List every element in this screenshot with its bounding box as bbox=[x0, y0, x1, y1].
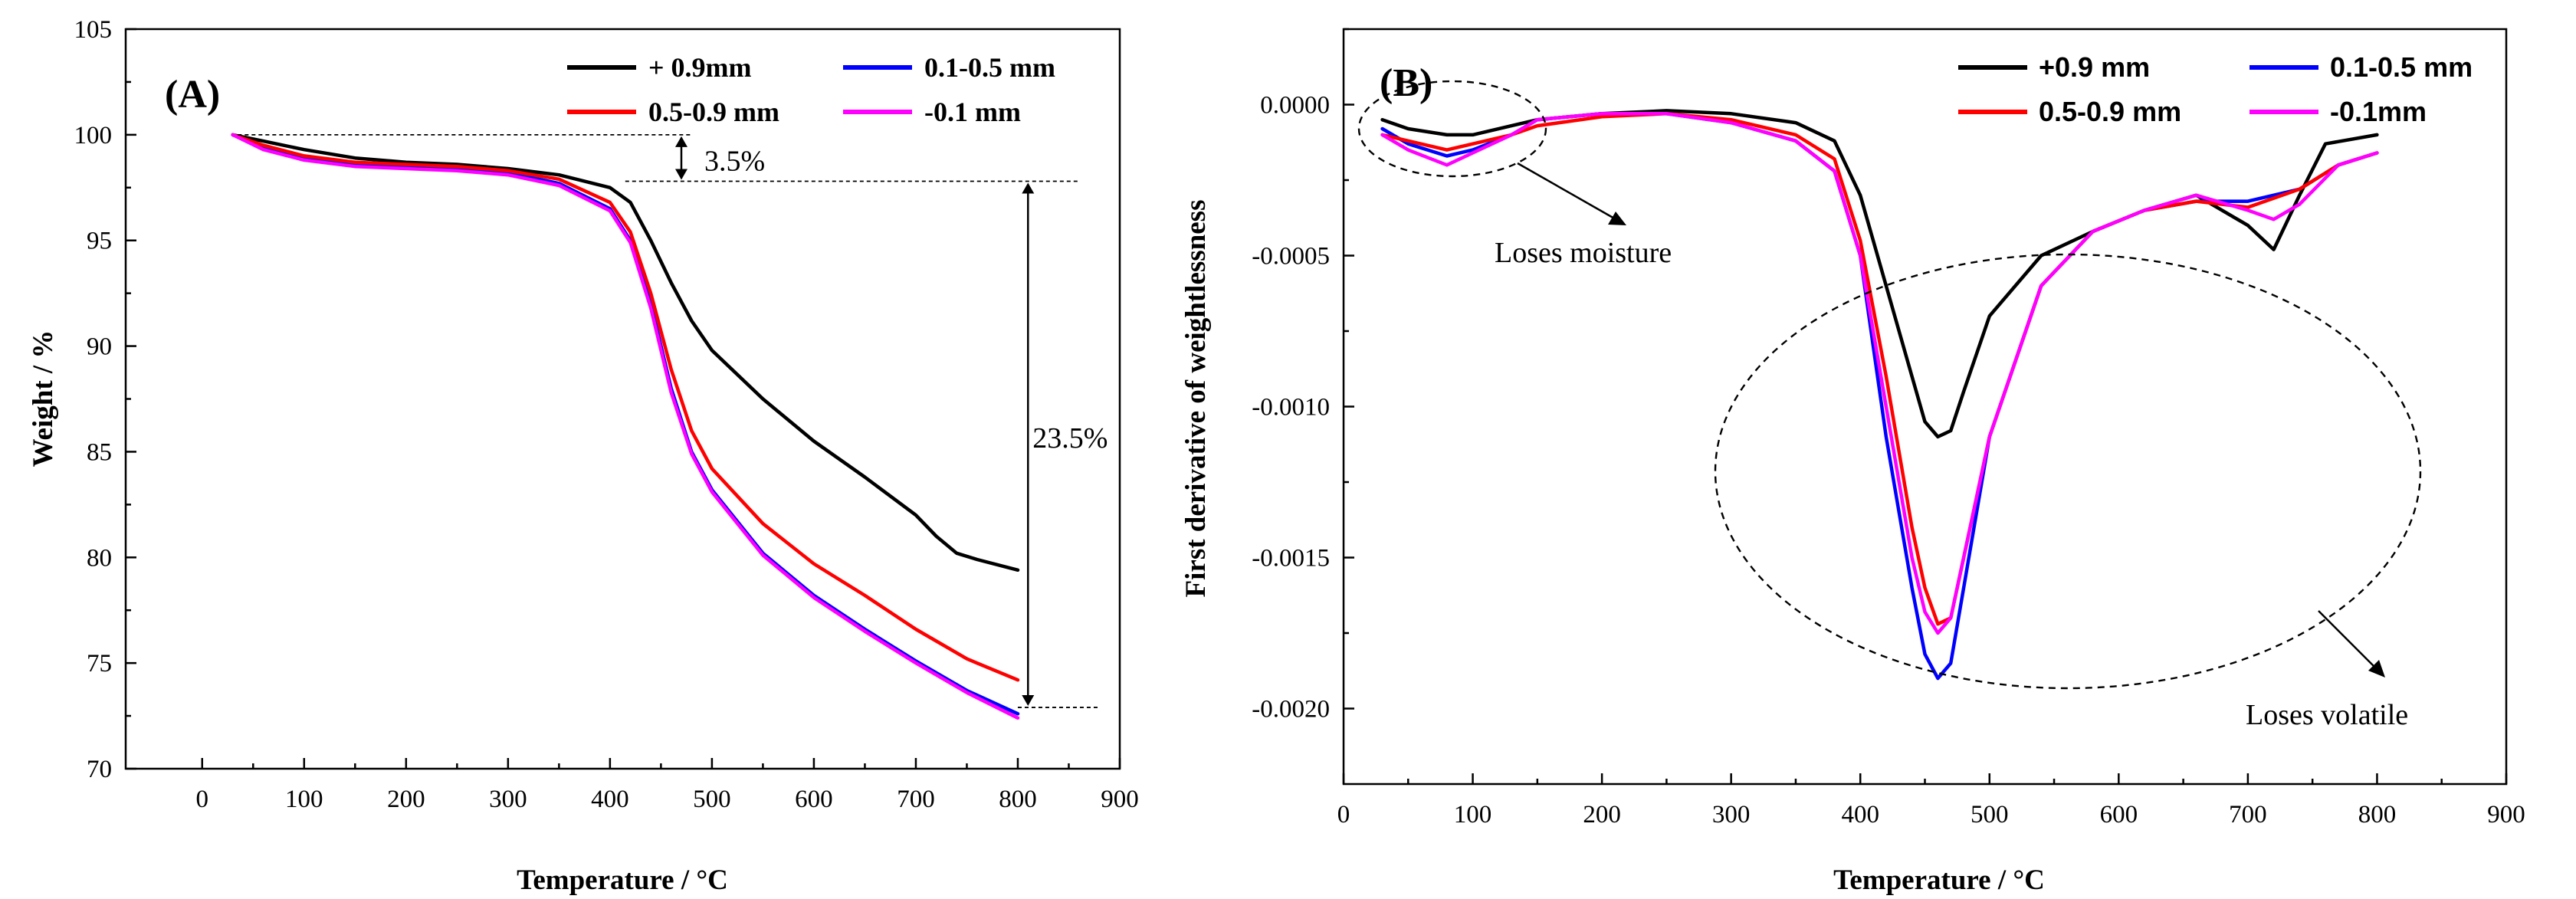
panel-b-y-axis-title: First derivative of weightlessness bbox=[1180, 200, 1212, 598]
x-tick-label: 300 bbox=[1712, 801, 1751, 828]
x-tick-label: 900 bbox=[2487, 801, 2525, 828]
panel-b-legend: +0.9 mm 0.1-0.5 mm 0.5-0.9 mm -0.1mm bbox=[1958, 51, 2473, 127]
x-tick-label: 700 bbox=[2229, 801, 2267, 828]
panel-b-label: (B) bbox=[1380, 61, 1432, 105]
x-tick-label: 400 bbox=[1841, 801, 1879, 828]
moisture-loss-label: 3.5% bbox=[704, 146, 765, 178]
legend-b-label-3: 0.5-0.9 mm bbox=[2039, 96, 2181, 127]
x-tick-label: 0 bbox=[1337, 801, 1350, 828]
legend-a-label-4: -0.1 mm bbox=[924, 97, 1021, 127]
x-tick-label: 500 bbox=[693, 786, 731, 813]
legend-b-label-1: +0.9 mm bbox=[2039, 51, 2150, 83]
x-tick-label: 900 bbox=[1101, 786, 1139, 813]
series-line-0-1-0-5-mm bbox=[1380, 112, 2379, 681]
legend-a-label-2: 0.1-0.5 mm bbox=[924, 52, 1055, 83]
y-tick-label: -0.0020 bbox=[1252, 696, 1330, 723]
arrowhead-down-icon bbox=[1022, 695, 1035, 707]
legend-a-label-1: + 0.9mm bbox=[648, 52, 752, 83]
x-tick-label: 800 bbox=[999, 786, 1037, 813]
panel-a-legend: + 0.9mm 0.1-0.5 mm 0.5-0.9 mm -0.1 mm bbox=[567, 52, 1055, 127]
arrowhead-up-icon bbox=[1022, 182, 1035, 194]
panel-b-chart: 0 100 200 300 400 500 600 700 800 900 0.0000 -0.00… bbox=[1180, 28, 2525, 896]
panel-b-y-tick-labels: 0.0000 -0.0005 -0.0010 -0.0015 -0.0020 bbox=[1252, 92, 1330, 723]
volatile-region-ellipse bbox=[1714, 253, 2422, 690]
panel-a-annotations: 3.5% 23.5% bbox=[238, 133, 1108, 708]
legend-b-label-2: 0.1-0.5 mm bbox=[2330, 51, 2473, 83]
panel-a-y-axis-title: Weight / % bbox=[28, 330, 59, 468]
y-tick-label: 0.0000 bbox=[1260, 92, 1330, 120]
x-tick-label: 700 bbox=[897, 786, 935, 813]
x-tick-label: 400 bbox=[591, 786, 629, 813]
x-tick-label: 0 bbox=[196, 786, 209, 813]
panel-b-ticks bbox=[1342, 28, 2508, 784]
legend-a-label-3: 0.5-0.9 mm bbox=[648, 97, 779, 127]
panel-a-x-axis-title: Temperature / °C bbox=[517, 865, 728, 896]
panel-a-ticks bbox=[126, 28, 1121, 770]
arrowhead-icon bbox=[1608, 212, 1626, 225]
series-line-0-1mm bbox=[1380, 112, 2379, 635]
loses-moisture-label: Loses moisture bbox=[1495, 237, 1672, 269]
arrowhead-icon bbox=[2368, 660, 2385, 678]
series-line-0-5-0-9-mm bbox=[1380, 112, 2379, 626]
y-tick-label: 80 bbox=[87, 544, 112, 572]
panel-b-x-axis-title: Temperature / °C bbox=[1833, 865, 2045, 896]
x-tick-label: 200 bbox=[1583, 801, 1621, 828]
panel-a-plot-frame bbox=[124, 28, 1121, 770]
panel-a-label: (A) bbox=[165, 73, 220, 116]
y-tick-label: 100 bbox=[74, 122, 113, 149]
x-tick-label: 500 bbox=[1971, 801, 2009, 828]
panel-b-series bbox=[1380, 109, 2379, 681]
x-tick-label: 100 bbox=[1454, 801, 1492, 828]
panel-b-annotations: Loses moisture Loses volatile bbox=[1357, 80, 2422, 731]
y-tick-label: 70 bbox=[87, 756, 112, 783]
y-tick-label: 105 bbox=[74, 16, 113, 44]
moisture-pointer-arrow bbox=[1517, 162, 1616, 221]
arrowhead-up-icon bbox=[674, 136, 687, 147]
series-line-0-9mm bbox=[231, 133, 1020, 573]
y-tick-label: 85 bbox=[87, 438, 112, 466]
series-line-0-1-mm bbox=[231, 133, 1020, 720]
x-tick-label: 300 bbox=[489, 786, 527, 813]
x-tick-label: 600 bbox=[795, 786, 833, 813]
series-line-0-9-mm bbox=[1380, 109, 2379, 439]
series-line-0-5-0-9-mm bbox=[231, 133, 1020, 682]
x-tick-label: 800 bbox=[2358, 801, 2397, 828]
y-tick-label: -0.0005 bbox=[1252, 243, 1330, 271]
arrowhead-down-icon bbox=[674, 169, 687, 180]
panel-b-x-tick-labels: 0 100 200 300 400 500 600 700 800 900 bbox=[1337, 801, 2525, 828]
loses-volatile-label: Loses volatile bbox=[2246, 699, 2408, 731]
volatile-pointer-arrow bbox=[2318, 610, 2377, 669]
panel-a-chart: 0 100 200 300 400 500 600 700 800 900 70 75 80 85 90 9… bbox=[28, 16, 1139, 896]
legend-b-label-4: -0.1mm bbox=[2330, 96, 2427, 127]
y-tick-label: -0.0010 bbox=[1252, 394, 1330, 422]
x-tick-label: 600 bbox=[2100, 801, 2138, 828]
y-tick-label: 95 bbox=[87, 228, 112, 255]
x-tick-label: 200 bbox=[387, 786, 425, 813]
panel-a-y-tick-labels: 70 75 80 85 90 95 100 105 bbox=[74, 16, 113, 783]
x-tick-label: 100 bbox=[285, 786, 323, 813]
panel-a-series bbox=[231, 133, 1020, 720]
y-tick-label: -0.0015 bbox=[1252, 545, 1330, 573]
moisture-region-ellipse bbox=[1357, 80, 1547, 178]
panel-a-x-tick-labels: 0 100 200 300 400 500 600 700 800 900 bbox=[196, 786, 1139, 813]
y-tick-label: 90 bbox=[87, 333, 112, 361]
y-tick-label: 75 bbox=[87, 650, 112, 678]
volatile-loss-label: 23.5% bbox=[1032, 422, 1108, 454]
